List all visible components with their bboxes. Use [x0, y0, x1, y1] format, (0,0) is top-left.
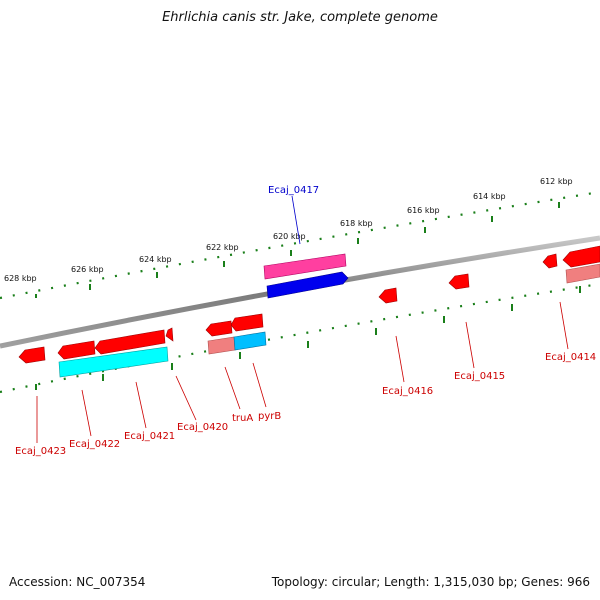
- outer-major-ticks: [35, 202, 560, 298]
- gene-ecaj-0421-red[interactable]: [94, 329, 166, 355]
- gene-ecaj-0420-red[interactable]: [165, 327, 174, 342]
- tick-label-624: 624 kbp: [139, 255, 172, 264]
- gene-right-salmon[interactable]: [565, 263, 600, 284]
- leader-ecaj-0416: [395, 335, 405, 383]
- gene-pyrb-red[interactable]: [230, 313, 264, 332]
- label-ecaj-0421[interactable]: Ecaj_0421: [124, 431, 175, 442]
- gene-ecaj-0423-red[interactable]: [18, 346, 46, 364]
- tick-label-622: 622 kbp: [206, 243, 239, 252]
- tick-label-626: 626 kbp: [71, 265, 104, 274]
- topology-label: Topology:: [271, 575, 328, 589]
- accession-info: Accession: NC_007354: [9, 575, 145, 589]
- label-trua[interactable]: truA: [232, 413, 253, 424]
- tick-label-614: 614 kbp: [473, 192, 506, 201]
- length-value: 1,315,030 bp: [433, 575, 514, 589]
- tick-label-620: 620 kbp: [273, 232, 306, 241]
- leader-ecaj-0417: [291, 195, 301, 245]
- leader-ecaj-0421: [135, 381, 147, 429]
- label-pyrb[interactable]: pyrB: [258, 411, 281, 422]
- tick-label-612: 612 kbp: [540, 177, 573, 186]
- tick-label-616: 616 kbp: [407, 206, 440, 215]
- gene-ecaj-0422-red[interactable]: [57, 340, 96, 360]
- inner-tick-track: [0, 282, 600, 394]
- leader-ecaj-0422: [81, 389, 92, 437]
- label-ecaj-0423[interactable]: Ecaj_0423: [15, 446, 66, 457]
- leader-ecaj-0420: [175, 375, 197, 421]
- accession-label: Accession:: [9, 575, 73, 589]
- label-ecaj-0416[interactable]: Ecaj_0416: [382, 386, 433, 397]
- length-label: Length:: [384, 575, 430, 589]
- gene-right-red-2[interactable]: [562, 245, 600, 268]
- label-ecaj-0417[interactable]: Ecaj_0417: [268, 185, 319, 196]
- genes-value: 966: [567, 575, 590, 589]
- label-ecaj-0422[interactable]: Ecaj_0422: [69, 439, 120, 450]
- topology-value: circular: [331, 575, 377, 589]
- inner-major-ticks: [35, 286, 581, 390]
- leader-ecaj-0415: [465, 321, 475, 369]
- leader-ecaj-0414: [559, 301, 569, 350]
- accession-value: NC_007354: [76, 575, 146, 589]
- leader-trua: [224, 366, 241, 410]
- gene-ecaj-0422-cyan[interactable]: [58, 346, 169, 378]
- tick-label-628: 628 kbp: [4, 274, 37, 283]
- label-ecaj-0415[interactable]: Ecaj_0415: [454, 371, 505, 382]
- genome-stats: Topology: circular; Length: 1,315,030 bp…: [271, 575, 590, 589]
- map-title: Ehrlichia canis str. Jake, complete geno…: [162, 10, 438, 25]
- gene-ecaj-0417-outer-blue[interactable]: [266, 271, 349, 299]
- gene-trua-red[interactable]: [205, 320, 233, 337]
- label-ecaj-0414[interactable]: Ecaj_0414: [545, 352, 596, 363]
- leader-pyrb: [252, 362, 267, 408]
- label-ecaj-0420[interactable]: Ecaj_0420: [177, 422, 228, 433]
- gene-right-red-1[interactable]: [542, 253, 558, 269]
- gene-ecaj-0417-outer-pink[interactable]: [263, 253, 347, 280]
- gene-pyrb-cyan[interactable]: [233, 331, 267, 351]
- gene-ecaj-0416-red[interactable]: [378, 287, 398, 304]
- gene-trua-salmon[interactable]: [207, 336, 236, 355]
- genes-label: Genes:: [521, 575, 564, 589]
- tick-label-618: 618 kbp: [340, 219, 373, 228]
- gene-ecaj-0415-red[interactable]: [448, 273, 470, 290]
